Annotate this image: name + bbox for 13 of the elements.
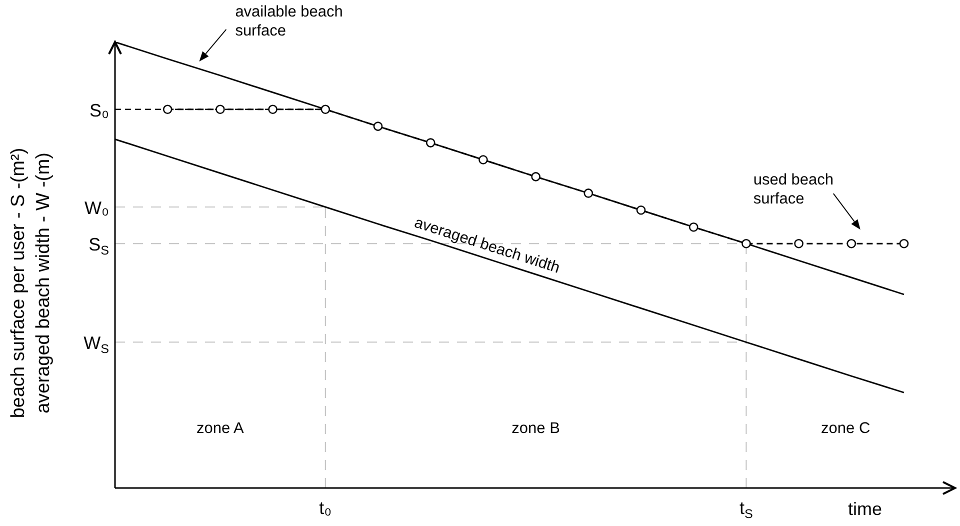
ref-line-label: S₀ [90, 100, 109, 120]
annotation: zone A [196, 420, 245, 437]
annotation: zone C [821, 420, 870, 437]
annotation: zone B [512, 420, 560, 437]
ref-line-label: W$_{S}$ [84, 333, 109, 356]
text: used beach surface [753, 172, 834, 208]
x-axis-title: time [848, 499, 882, 519]
x-tick-label: t₀ [319, 498, 332, 518]
ref-line-label: S$_{S}$ [88, 234, 109, 258]
x-tick-label: t$_{S}$ [739, 498, 753, 521]
ref-line-label: W₀ [84, 198, 109, 218]
y-axis-title: beach surface per user - S -(m²) averaged beach width - W -(m) [8, 148, 54, 418]
text: available beach surface [235, 3, 343, 40]
